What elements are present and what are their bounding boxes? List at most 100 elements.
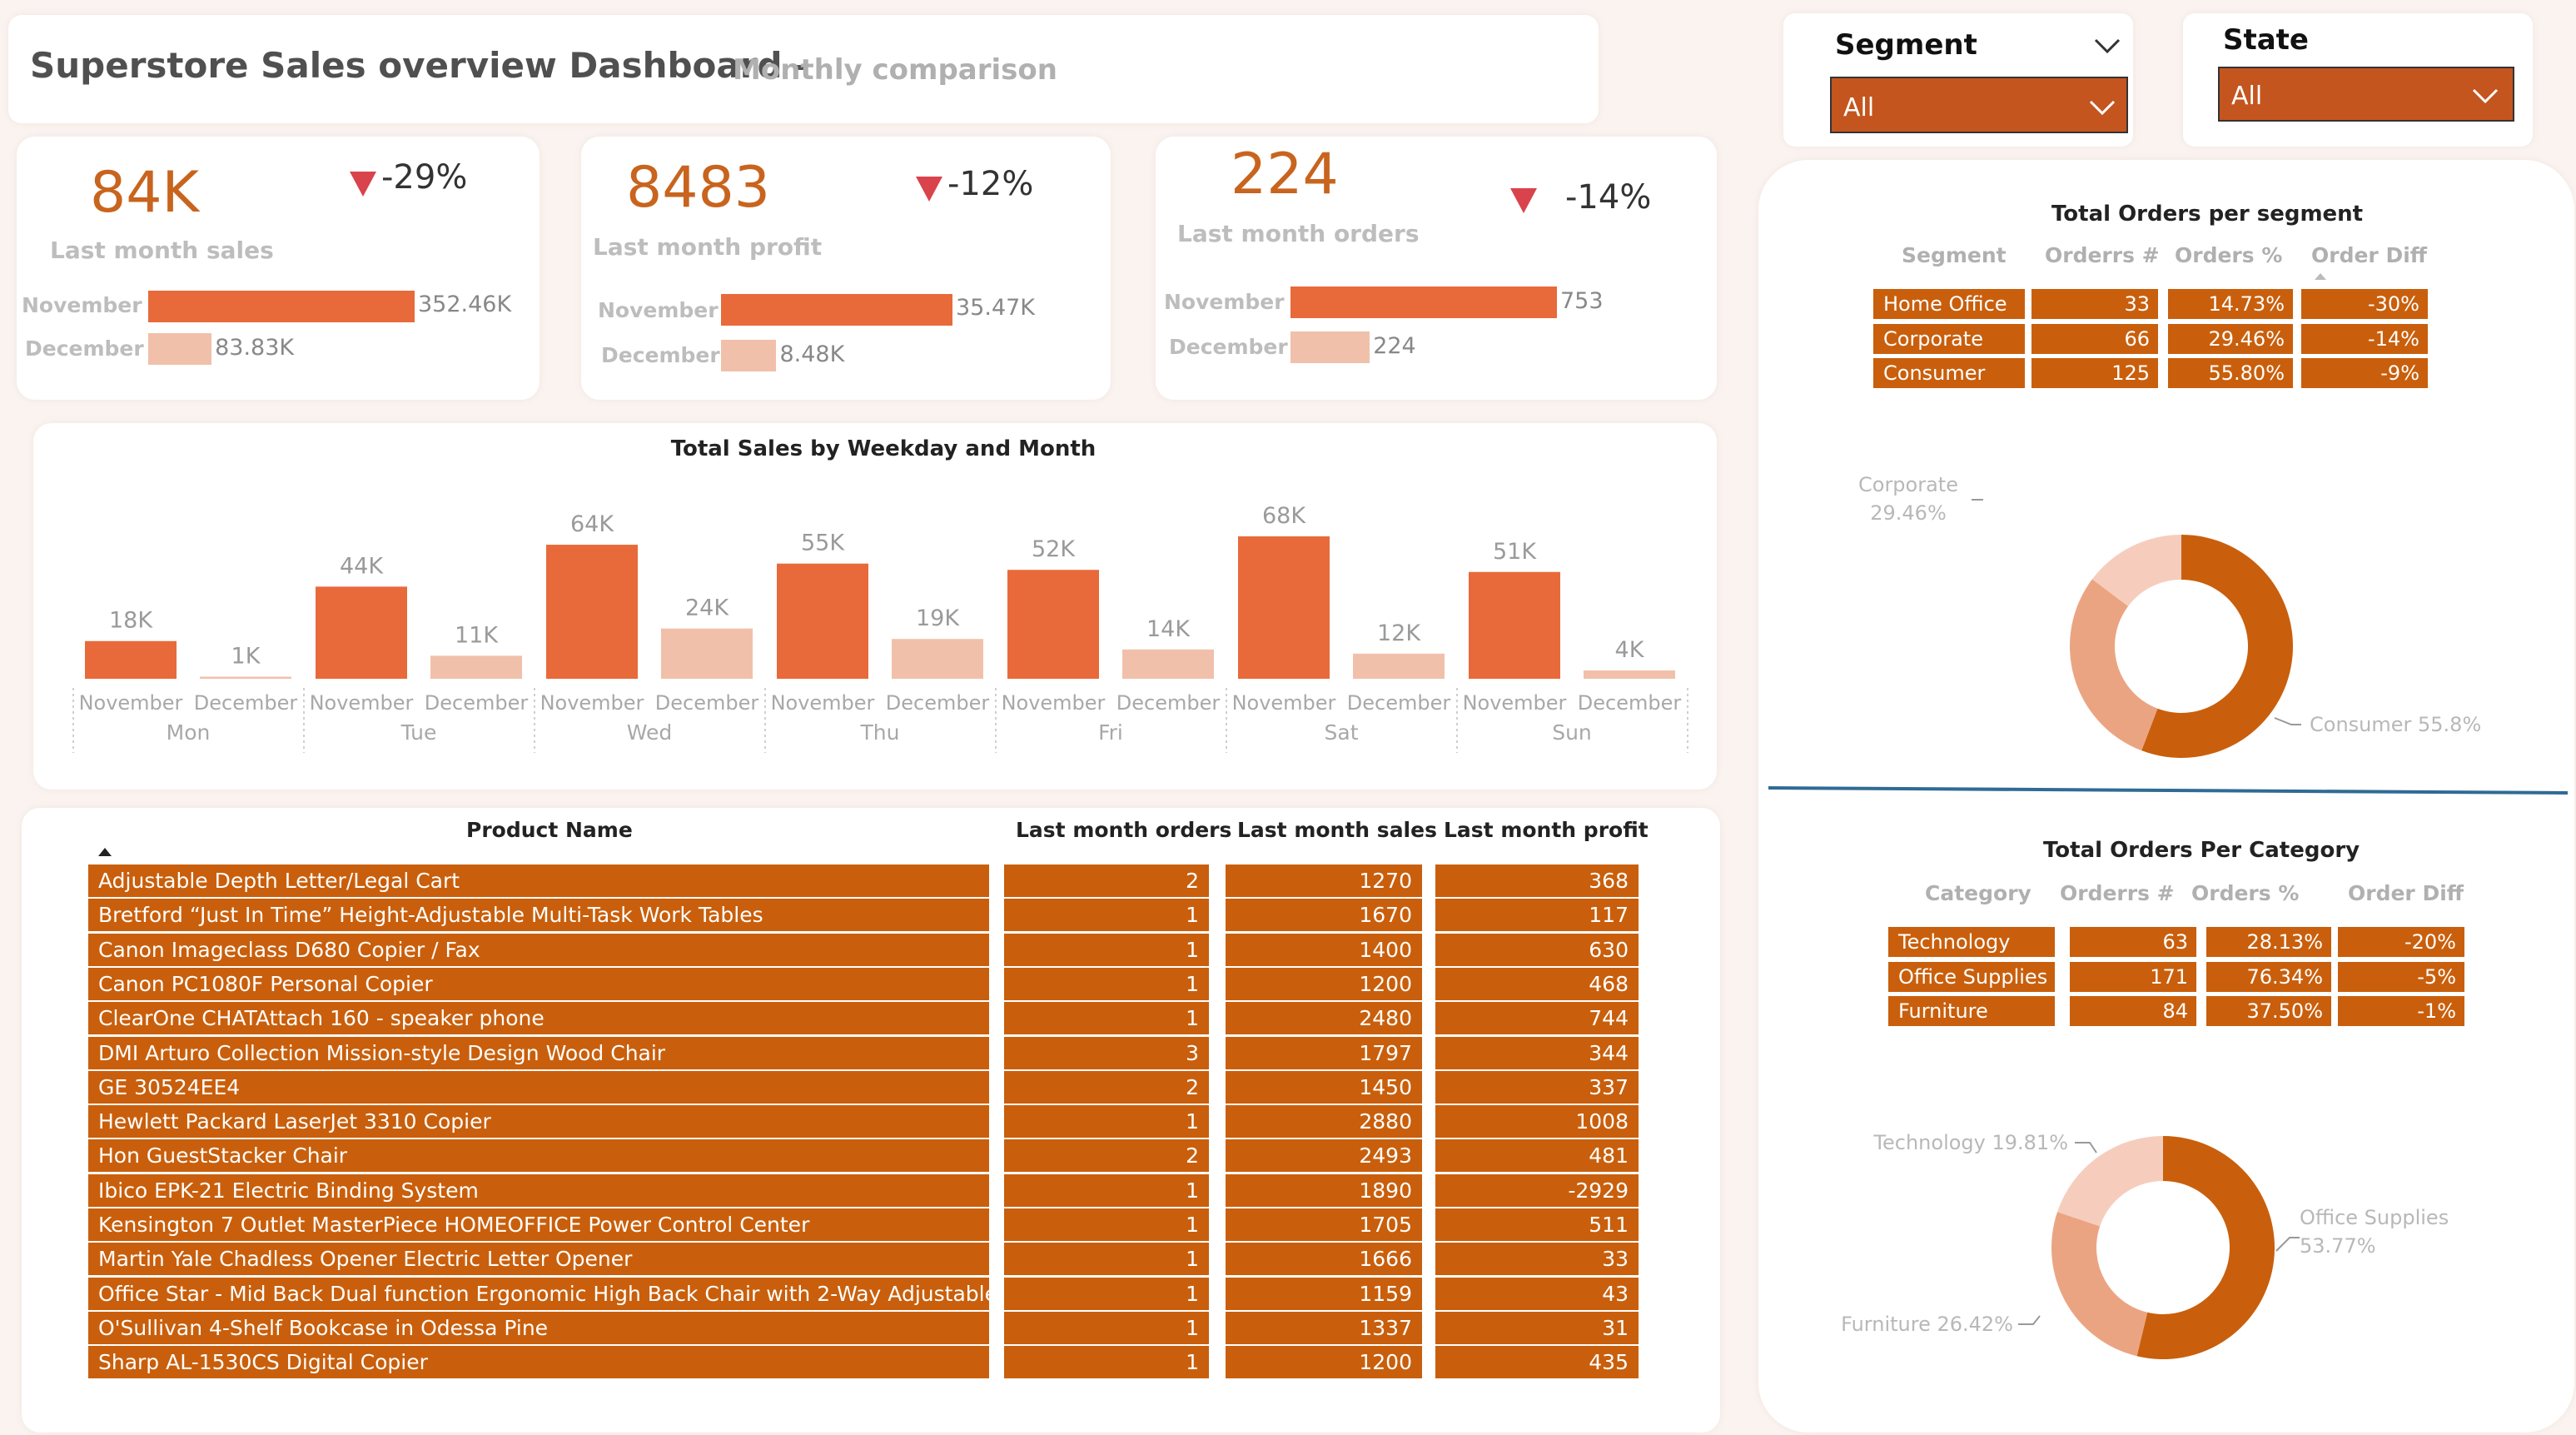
chevron-down-icon <box>2089 100 2116 116</box>
product-name-cell[interactable]: Bretford “Just In Time” Height-Adjustabl… <box>88 899 989 932</box>
column-header-product-name[interactable]: Product Name <box>466 818 633 842</box>
bar-december-tue[interactable] <box>430 655 522 679</box>
orders-cell: 1 <box>1004 967 1209 1000</box>
bar-december-wed[interactable] <box>661 628 753 679</box>
state-dropdown[interactable]: All <box>2218 67 2514 122</box>
orders-cell: 2 <box>1004 1139 1209 1173</box>
bar-november-sat[interactable] <box>1238 536 1330 679</box>
profit-cell: 744 <box>1435 1002 1639 1035</box>
product-name-cell[interactable]: ClearOne CHATAttach 160 - speaker phone <box>88 1002 989 1035</box>
segment-table-title: Total Orders per segment <box>2051 202 2364 227</box>
profit-cell: 481 <box>1435 1139 1639 1173</box>
product-name-cell[interactable]: Martin Yale Chadless Opener Electric Let… <box>88 1243 989 1276</box>
profit-cell: 511 <box>1435 1208 1639 1241</box>
profit-cell: 435 <box>1435 1346 1639 1379</box>
sort-asc-icon[interactable] <box>97 846 113 858</box>
bar-data-label: 11K <box>455 622 499 648</box>
donut-slice-technology[interactable] <box>2057 1136 2163 1227</box>
bar-december-fri[interactable] <box>1122 649 1214 679</box>
category-cell[interactable]: Furniture <box>1888 996 2055 1026</box>
segment-donut-chart: Home Office 14.73%Corporate29.46%Consume… <box>1858 473 2481 758</box>
sort-asc-icon[interactable] <box>2313 272 2328 282</box>
product-name-cell[interactable]: O'Sullivan 4-Shelf Bookcase in Odessa Pi… <box>88 1311 989 1344</box>
kpi-label: Last month profit <box>593 233 823 261</box>
sales-cell: 1337 <box>1226 1311 1422 1344</box>
page-subtitle: Monthly comparison <box>733 53 1057 87</box>
bar-data-label: 4K <box>1615 637 1645 663</box>
product-name-cell[interactable]: Adjustable Depth Letter/Legal Cart <box>88 864 989 897</box>
donut-slice-home-office[interactable] <box>2091 535 2181 606</box>
donut-slice-office-supplies[interactable] <box>2136 1136 2275 1359</box>
state-slicer[interactable]: State All <box>2183 13 2533 147</box>
bar-november-mon[interactable] <box>85 640 177 679</box>
bar-november-thu[interactable] <box>777 563 868 679</box>
bar-december-sun[interactable] <box>1584 670 1675 679</box>
column-header-orders[interactable]: Last month orders <box>1016 818 1232 842</box>
x-axis-weekday-label: Wed <box>627 720 673 745</box>
donut-label: Consumer 55.8% <box>2310 713 2481 736</box>
product-name-cell[interactable]: Ibico EPK-21 Electric Binding System <box>88 1173 989 1207</box>
category-donut-chart: Technology 19.81% Furniture 26.42% Office … <box>1841 1131 2449 1359</box>
bar-data-label: 55K <box>801 531 845 556</box>
sales-cell: 2480 <box>1226 1002 1422 1035</box>
category-cell[interactable]: Technology <box>1888 927 2055 957</box>
segment-dropdown-value: All <box>1843 93 1875 122</box>
product-name-cell[interactable]: Sharp AL-1530CS Digital Copier <box>88 1346 989 1379</box>
segment-cell[interactable]: Home Office <box>1873 289 2025 319</box>
sales-cell: 1200 <box>1226 967 1422 1000</box>
segment-slicer[interactable]: Segment All <box>1783 13 2133 147</box>
order-diff-column-header[interactable]: Order Diff <box>2348 881 2464 905</box>
orders-count-column-header[interactable]: Orderrs # <box>2060 881 2175 905</box>
segment-cell[interactable]: Consumer <box>1873 358 2025 388</box>
weekday-chart-card: Total Sales by Weekday and Month 18K Nove… <box>33 423 1717 790</box>
product-name-cell[interactable]: Canon PC1080F Personal Copier <box>88 967 989 1000</box>
segment-cell[interactable]: Corporate <box>1873 323 2025 354</box>
profit-cell: 337 <box>1435 1070 1639 1104</box>
product-name-cell[interactable]: GE 30524EE4 <box>88 1070 989 1104</box>
x-axis-month-label: November <box>1232 691 1336 715</box>
kpi-delta: -29% <box>381 158 468 197</box>
orders-percent-cell: 37.50% <box>2206 996 2331 1026</box>
profit-cell: 31 <box>1435 1311 1639 1344</box>
donut-label: 29.46% <box>1870 501 1947 525</box>
kpi-bar-value: 35.47K <box>956 295 1036 321</box>
sales-cell: 2493 <box>1226 1139 1422 1173</box>
bar-november-sun[interactable] <box>1469 571 1560 679</box>
order-diff-cell: -9% <box>2301 358 2428 388</box>
column-header-profit[interactable]: Last month profit <box>1444 818 1649 842</box>
bar-data-label: 1K <box>231 643 261 669</box>
x-axis-month-label: November <box>79 691 183 715</box>
product-name-cell[interactable]: DMI Arturo Collection Mission-style Desi… <box>88 1036 989 1069</box>
leader-line <box>2275 1237 2300 1252</box>
product-name-cell[interactable]: Canon Imageclass D680 Copier / Fax <box>88 933 989 966</box>
donut-slice-consumer[interactable] <box>2141 535 2293 758</box>
order-diff-column-header[interactable]: Order Diff <box>2311 243 2428 267</box>
kpi-bar-december <box>721 340 777 371</box>
product-name-cell[interactable]: Office Star - Mid Back Dual function Erg… <box>88 1277 989 1310</box>
orders-percent-column-header[interactable]: Orders % <box>2191 881 2300 905</box>
bar-november-tue[interactable] <box>316 586 407 679</box>
product-name-cell[interactable]: Kensington 7 Outlet MasterPiece HOMEOFFI… <box>88 1208 989 1241</box>
bar-december-thu[interactable] <box>892 639 983 679</box>
donut-label: Office Supplies <box>2300 1206 2449 1229</box>
category-cell[interactable]: Office Supplies <box>1888 961 2055 992</box>
donut-slice-corporate[interactable] <box>2070 579 2158 751</box>
bar-november-wed[interactable] <box>546 545 638 679</box>
column-header-sales[interactable]: Last month sales <box>1237 818 1437 842</box>
orders-cell: 1 <box>1004 1105 1209 1139</box>
category-column-header[interactable]: Category <box>1925 881 2031 905</box>
segment-dropdown[interactable]: All <box>1830 77 2128 133</box>
bar-december-mon[interactable] <box>200 676 291 679</box>
orders-count-column-header[interactable]: Orderrs # <box>2045 243 2160 267</box>
x-axis-month-label: November <box>771 691 875 715</box>
bar-december-sat[interactable] <box>1353 653 1445 679</box>
chevron-down-icon[interactable] <box>2093 37 2121 55</box>
order-diff-cell: -30% <box>2301 289 2428 319</box>
donut-slice-furniture[interactable] <box>2051 1212 2148 1357</box>
product-name-cell[interactable]: Hon GuestStacker Chair <box>88 1139 989 1173</box>
product-name-cell[interactable]: Hewlett Packard LaserJet 3310 Copier <box>88 1105 989 1139</box>
bar-november-fri[interactable] <box>1007 570 1099 679</box>
segment-column-header[interactable]: Segment <box>1902 243 2007 267</box>
sales-cell: 1270 <box>1226 864 1422 897</box>
orders-percent-column-header[interactable]: Orders % <box>2175 243 2283 267</box>
